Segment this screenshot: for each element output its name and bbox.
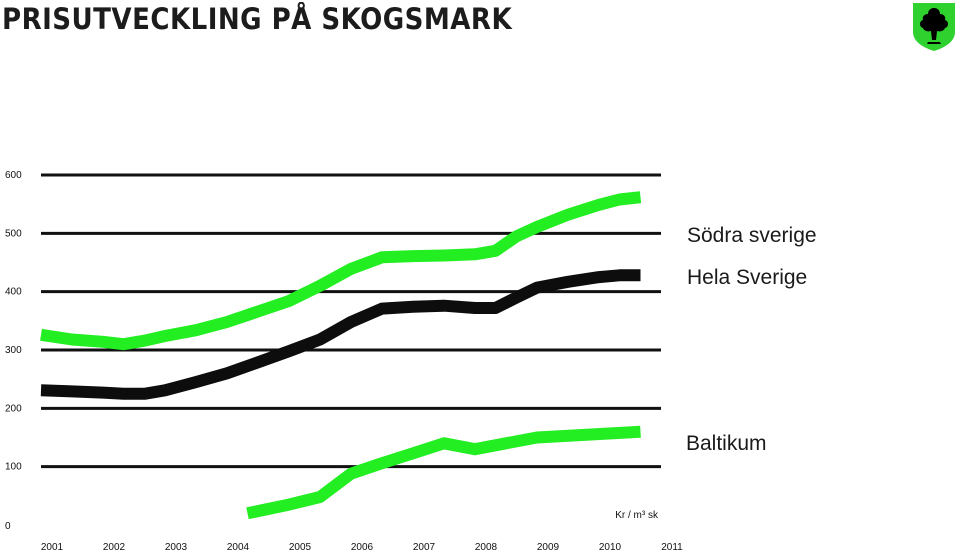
y-tick-label: 300 (5, 345, 22, 356)
y-tick-label: 0 (5, 521, 11, 532)
x-tick-label: 2008 (475, 542, 498, 551)
x-tick-label: 2010 (599, 542, 622, 551)
series-label: Södra sverige (687, 224, 817, 247)
series-line-2 (246, 425, 641, 520)
x-tick-label: 2006 (351, 542, 374, 551)
x-tick-label: 2005 (289, 542, 312, 551)
x-tick-label: 2004 (227, 542, 250, 551)
series-label: Hela Sverige (687, 266, 807, 289)
x-tick-label: 2009 (537, 542, 560, 551)
x-tick-label: 2003 (165, 542, 188, 551)
x-tick-label: 2007 (413, 542, 436, 551)
y-tick-label: 200 (5, 403, 22, 414)
y-tick-label: 500 (5, 228, 22, 239)
y-tick-label: 400 (5, 287, 22, 298)
y-tick-label: 600 (5, 170, 22, 181)
series-label: Baltikum (686, 432, 767, 455)
y-tick-label: 100 (5, 462, 22, 473)
x-tick-label: 2002 (103, 542, 126, 551)
page-title: PRISUTVECKLING PÅ SKOGSMARK (2, 2, 513, 36)
x-tick-label: 2011 (661, 542, 683, 551)
series-line-0 (40, 191, 642, 351)
x-tick-label: 2001 (41, 542, 64, 551)
series-line-1 (40, 269, 641, 400)
tree-shield-icon (911, 2, 957, 52)
unit-label: Kr / m³ sk (615, 510, 659, 521)
